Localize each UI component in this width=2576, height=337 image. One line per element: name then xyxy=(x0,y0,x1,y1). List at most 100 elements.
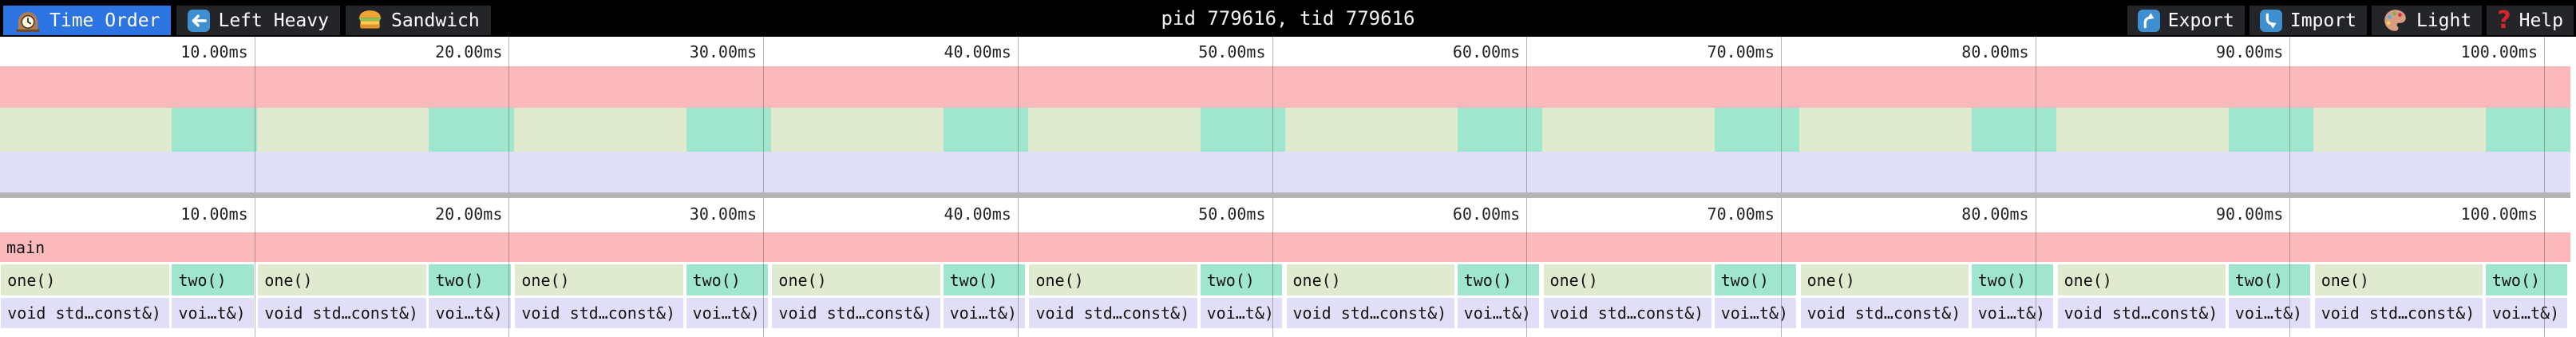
button-label: Help xyxy=(2519,10,2563,31)
tab-sandwich[interactable]: Sandwich xyxy=(345,6,491,35)
minimap-band-two[interactable] xyxy=(943,108,1029,152)
minimap-resize-handle[interactable] xyxy=(0,192,2571,198)
profile-title: pid 779616, tid 779616 xyxy=(1161,7,1415,30)
minimap-band-one[interactable] xyxy=(514,108,687,152)
minimap-band-one[interactable] xyxy=(257,108,429,152)
flame-cell-voi-t[interactable]: voi…t&) xyxy=(943,298,1025,328)
minimap-band-one[interactable] xyxy=(0,108,172,152)
toolbar: Time Order Left Heavy Sandwich pid 779616,… xyxy=(0,0,2576,37)
flame-cell-void-std-const[interactable]: void std…const&) xyxy=(1543,298,1711,328)
flame-cell-one[interactable]: one() xyxy=(1286,264,1454,295)
minimap-band-two[interactable] xyxy=(1200,108,1286,152)
time-tick-label: 40.00ms xyxy=(944,42,1011,61)
flame-cell-one[interactable]: one() xyxy=(1543,264,1711,295)
flame-cell-one[interactable]: one() xyxy=(1800,264,1969,295)
flame-cell-voi-t[interactable]: voi…t&) xyxy=(1457,298,1539,328)
import-button[interactable]: Import xyxy=(2249,6,2367,35)
time-tick-label: 40.00ms xyxy=(944,204,1011,224)
time-tick-label: 90.00ms xyxy=(2216,42,2284,61)
tab-left-heavy[interactable]: Left Heavy xyxy=(176,6,340,35)
minimap-ruler: 10.00ms 20.00ms 30.00ms 40.00ms 50.00ms 60.00… xyxy=(0,37,2576,66)
flame-cell-void-std-const[interactable]: void std…const&) xyxy=(1029,298,1197,328)
flame-cell-two[interactable]: two() xyxy=(1714,264,1797,295)
flame-cell-two[interactable]: two() xyxy=(686,264,768,295)
flame-cell-one[interactable]: one() xyxy=(258,264,426,295)
help-icon: ? xyxy=(2497,6,2511,34)
time-tick-label: 10.00ms xyxy=(180,42,248,61)
minimap-band-one[interactable] xyxy=(1542,108,1715,152)
minimap-band-two[interactable] xyxy=(686,108,772,152)
minimap-band-one[interactable] xyxy=(2056,108,2229,152)
flame-cell-void-std-const[interactable]: void std…const&) xyxy=(1,298,169,328)
flame-cell-voi-t[interactable]: voi…t&) xyxy=(172,298,254,328)
view-mode-tabs: Time Order Left Heavy Sandwich xyxy=(3,6,491,35)
button-label: Light xyxy=(2416,10,2472,31)
flame-cell-void-std-const[interactable]: void std…const&) xyxy=(1286,298,1454,328)
flame-cell-voi-t[interactable]: voi…t&) xyxy=(1971,298,2054,328)
flame-cell-two[interactable]: two() xyxy=(943,264,1025,295)
flame-cell-two[interactable]: two() xyxy=(429,264,511,295)
time-tick-label: 100.00ms xyxy=(2460,204,2538,224)
flame-cell-one[interactable]: one() xyxy=(515,264,683,295)
minimap-band-two[interactable] xyxy=(172,108,258,152)
time-tick-label: 30.00ms xyxy=(689,204,758,224)
flame-cell-two[interactable]: two() xyxy=(2228,264,2311,295)
time-tick-label: 30.00ms xyxy=(689,42,758,61)
time-tick-label: 20.00ms xyxy=(435,42,503,61)
flame-cell-voi-t[interactable]: voi…t&) xyxy=(1200,298,1282,328)
minimap-band-two[interactable] xyxy=(1457,108,1543,152)
flame-cell-two[interactable]: two() xyxy=(172,264,254,295)
sandwich-icon xyxy=(357,7,383,34)
clock-icon xyxy=(14,7,42,34)
flame-cell-void-std-const[interactable]: void std…const&) xyxy=(772,298,940,328)
tab-label: Sandwich xyxy=(390,10,480,31)
button-label: Export xyxy=(2167,10,2234,31)
flame-cell-voi-t[interactable]: voi…t&) xyxy=(429,298,511,328)
flame-cell-two[interactable]: two() xyxy=(2485,264,2568,295)
minimap-band-two[interactable] xyxy=(1971,108,2057,152)
minimap-band-two[interactable] xyxy=(429,108,515,152)
minimap-band-void-std-const[interactable] xyxy=(0,152,2571,192)
flame-cell-voi-t[interactable]: voi…t&) xyxy=(2228,298,2311,328)
minimap[interactable]: 10.00ms 20.00ms 30.00ms 40.00ms 50.00ms 60.00… xyxy=(0,37,2576,198)
flame-cell-voi-t[interactable]: voi…t&) xyxy=(2485,298,2568,328)
flame-cell-void-std-const[interactable]: void std…const&) xyxy=(515,298,683,328)
flame-cell-one[interactable]: one() xyxy=(772,264,940,295)
left-arrow-icon xyxy=(188,9,211,32)
time-tick-label: 20.00ms xyxy=(435,204,503,224)
flame-cell-void-std-const[interactable]: void std…const&) xyxy=(2057,298,2226,328)
button-label: Import xyxy=(2289,10,2356,31)
flame-cell-main[interactable]: main xyxy=(0,232,2571,262)
minimap-band-main[interactable] xyxy=(0,66,2571,108)
minimap-band-one[interactable] xyxy=(771,108,944,152)
minimap-band-two[interactable] xyxy=(2228,108,2314,152)
minimap-band-one[interactable] xyxy=(1799,108,1972,152)
toolbar-actions: Export Import Light? Help xyxy=(2127,6,2574,35)
time-tick-label: 50.00ms xyxy=(1198,204,1266,224)
tab-time-order[interactable]: Time Order xyxy=(3,6,172,35)
help-button[interactable]: ? Help xyxy=(2487,6,2574,35)
flame-cell-one[interactable]: one() xyxy=(2314,264,2483,295)
flamegraph-ruler: 10.00ms 20.00ms 30.00ms 40.00ms 50.00ms 60.00… xyxy=(0,198,2576,230)
time-tick-label: 70.00ms xyxy=(1707,42,1775,61)
flame-cell-two[interactable]: two() xyxy=(1457,264,1539,295)
light-button[interactable]: Light xyxy=(2371,6,2483,35)
export-button[interactable]: Export xyxy=(2127,6,2245,35)
minimap-band-one[interactable] xyxy=(2313,108,2486,152)
minimap-band-one[interactable] xyxy=(1285,108,1458,152)
import-icon xyxy=(2259,9,2282,32)
flame-cell-voi-t[interactable]: voi…t&) xyxy=(1714,298,1797,328)
flamegraph: 10.00ms 20.00ms 30.00ms 40.00ms 50.00ms 60.00… xyxy=(0,198,2576,337)
flame-cell-void-std-const[interactable]: void std…const&) xyxy=(1800,298,1969,328)
flame-cell-two[interactable]: two() xyxy=(1971,264,2054,295)
flame-cell-void-std-const[interactable]: void std…const&) xyxy=(2314,298,2483,328)
flame-cell-one[interactable]: one() xyxy=(2057,264,2226,295)
flame-cell-one[interactable]: one() xyxy=(1029,264,1197,295)
minimap-band-two[interactable] xyxy=(2485,108,2571,152)
minimap-band-one[interactable] xyxy=(1028,108,1201,152)
minimap-band-two[interactable] xyxy=(1714,108,1800,152)
flame-cell-two[interactable]: two() xyxy=(1200,264,1282,295)
flame-cell-one[interactable]: one() xyxy=(1,264,169,295)
flame-cell-voi-t[interactable]: voi…t&) xyxy=(686,298,768,328)
flame-cell-void-std-const[interactable]: void std…const&) xyxy=(258,298,426,328)
